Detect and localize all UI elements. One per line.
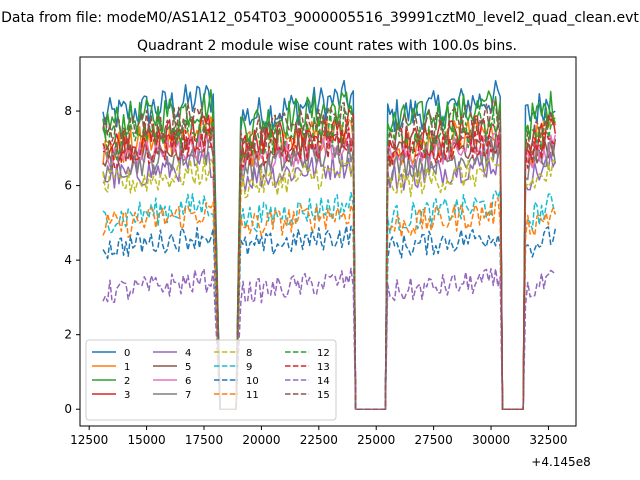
x-tick-label: 32500: [529, 433, 567, 447]
y-tick-label: 4: [64, 253, 72, 267]
legend-label-12: 12: [317, 348, 330, 359]
y-tick-label: 6: [64, 179, 72, 193]
x-tick-label: 17500: [185, 433, 223, 447]
series-line-12: [102, 106, 556, 410]
x-tick-label: 22500: [300, 433, 338, 447]
x-tick-label: 30000: [472, 433, 510, 447]
series-line-14: [102, 267, 556, 410]
series-line-7: [102, 138, 557, 410]
y-tick-label: 0: [64, 402, 72, 416]
series-line-8: [102, 156, 556, 410]
series-line-15: [102, 99, 556, 410]
legend-label-3: 3: [124, 390, 130, 401]
x-tick-label: 20000: [242, 433, 280, 447]
legend-label-9: 9: [246, 362, 252, 373]
series-line-11: [102, 196, 557, 410]
series-line-6: [102, 130, 557, 410]
legend-label-5: 5: [185, 362, 191, 373]
chart-title: Quadrant 2 module wise count rates with …: [137, 38, 517, 54]
series-line-3: [102, 109, 557, 410]
x-tick-label: 12500: [70, 433, 108, 447]
legend-label-13: 13: [317, 362, 330, 373]
x-tick-label: 15000: [127, 433, 165, 447]
legend-label-6: 6: [185, 376, 191, 387]
series-layer: [102, 79, 557, 410]
legend-label-7: 7: [185, 390, 191, 401]
ticks-layer: 12500 15000 17500 20000 22500 25000 27500 30000…: [64, 104, 567, 447]
legend-label-8: 8: [246, 348, 252, 359]
series-line-13: [102, 127, 556, 410]
y-tick-label: 2: [64, 328, 72, 342]
x-offset-label: +4.145e8: [531, 455, 590, 469]
y-tick-label: 8: [64, 104, 72, 118]
x-tick-label: 27500: [415, 433, 453, 447]
legend-label-1: 1: [124, 362, 130, 373]
legend-label-14: 14: [317, 376, 330, 387]
series-line-9: [102, 190, 557, 410]
legend-frame: [85, 339, 337, 421]
legend-label-10: 10: [246, 376, 259, 387]
legend-label-4: 4: [185, 348, 191, 359]
axes-frame: [79, 56, 577, 427]
legend-label-11: 11: [246, 390, 259, 401]
legend-label-15: 15: [317, 390, 330, 401]
x-tick-label: 25000: [357, 433, 395, 447]
legend-label-2: 2: [124, 376, 130, 387]
legend-label-0: 0: [124, 348, 130, 359]
figure-suptitle: Data from file: modeM0/AS1A12_054T03_900…: [1, 10, 639, 26]
